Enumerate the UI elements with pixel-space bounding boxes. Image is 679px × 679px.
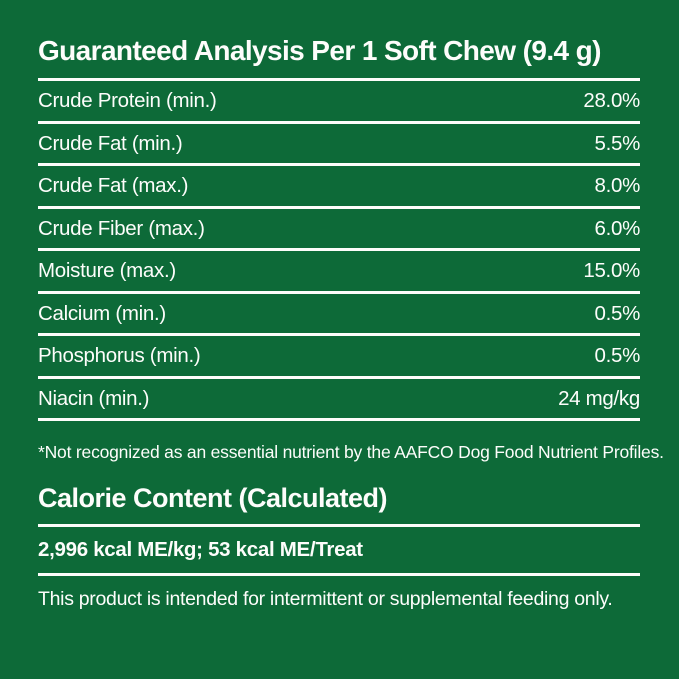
nutrient-value: 6.0% (594, 216, 640, 240)
feeding-note: This product is intended for intermitten… (38, 587, 613, 610)
nutrient-value: 28.0% (583, 89, 640, 113)
table-row: Moisture (max.) 15.0% (38, 251, 640, 294)
table-row: Niacin (min.) 24 mg/kg (38, 379, 640, 422)
nutrient-label: Phosphorus (min.) (38, 344, 201, 368)
guaranteed-analysis-title: Guaranteed Analysis Per 1 Soft Chew (9.4… (38, 35, 601, 66)
table-row: Crude Protein (min.) 28.0% (38, 81, 640, 124)
nutrient-label: Calcium (min.) (38, 301, 166, 325)
nutrient-label: Niacin (min.) (38, 386, 150, 410)
nutrient-label: Crude Fiber (max.) (38, 216, 205, 240)
table-row: Crude Fat (max.) 8.0% (38, 166, 640, 209)
divider (38, 572, 640, 576)
nutrient-value: 0.5% (594, 344, 640, 368)
nutrient-label: Crude Fat (min.) (38, 131, 183, 155)
nutrient-value: 15.0% (583, 259, 640, 283)
calorie-content-heading: Calorie Content (Calculated) (38, 483, 388, 514)
analysis-table: Crude Protein (min.) 28.0% Crude Fat (mi… (38, 78, 640, 422)
table-row: Phosphorus (min.) 0.5% (38, 336, 640, 379)
nutrition-label-panel: Guaranteed Analysis Per 1 Soft Chew (9.4… (38, 0, 664, 611)
nutrient-label: Moisture (max.) (38, 259, 176, 283)
nutrient-label: Crude Protein (min.) (38, 89, 217, 113)
aafco-footnote: *Not recognized as an essential nutrient… (38, 442, 664, 463)
nutrient-value: 8.0% (594, 174, 640, 198)
table-row: Crude Fiber (max.) 6.0% (38, 209, 640, 252)
table-row: Crude Fat (min.) 5.5% (38, 124, 640, 167)
nutrient-value: 5.5% (594, 131, 640, 155)
nutrient-label: Crude Fat (max.) (38, 174, 189, 198)
table-row: Calcium (min.) 0.5% (38, 294, 640, 337)
nutrient-value: 24 mg/kg (558, 386, 640, 410)
nutrient-value: 0.5% (594, 301, 640, 325)
divider (38, 523, 640, 527)
calorie-value: 2,996 kcal ME/kg; 53 kcal ME/Treat (38, 537, 363, 561)
